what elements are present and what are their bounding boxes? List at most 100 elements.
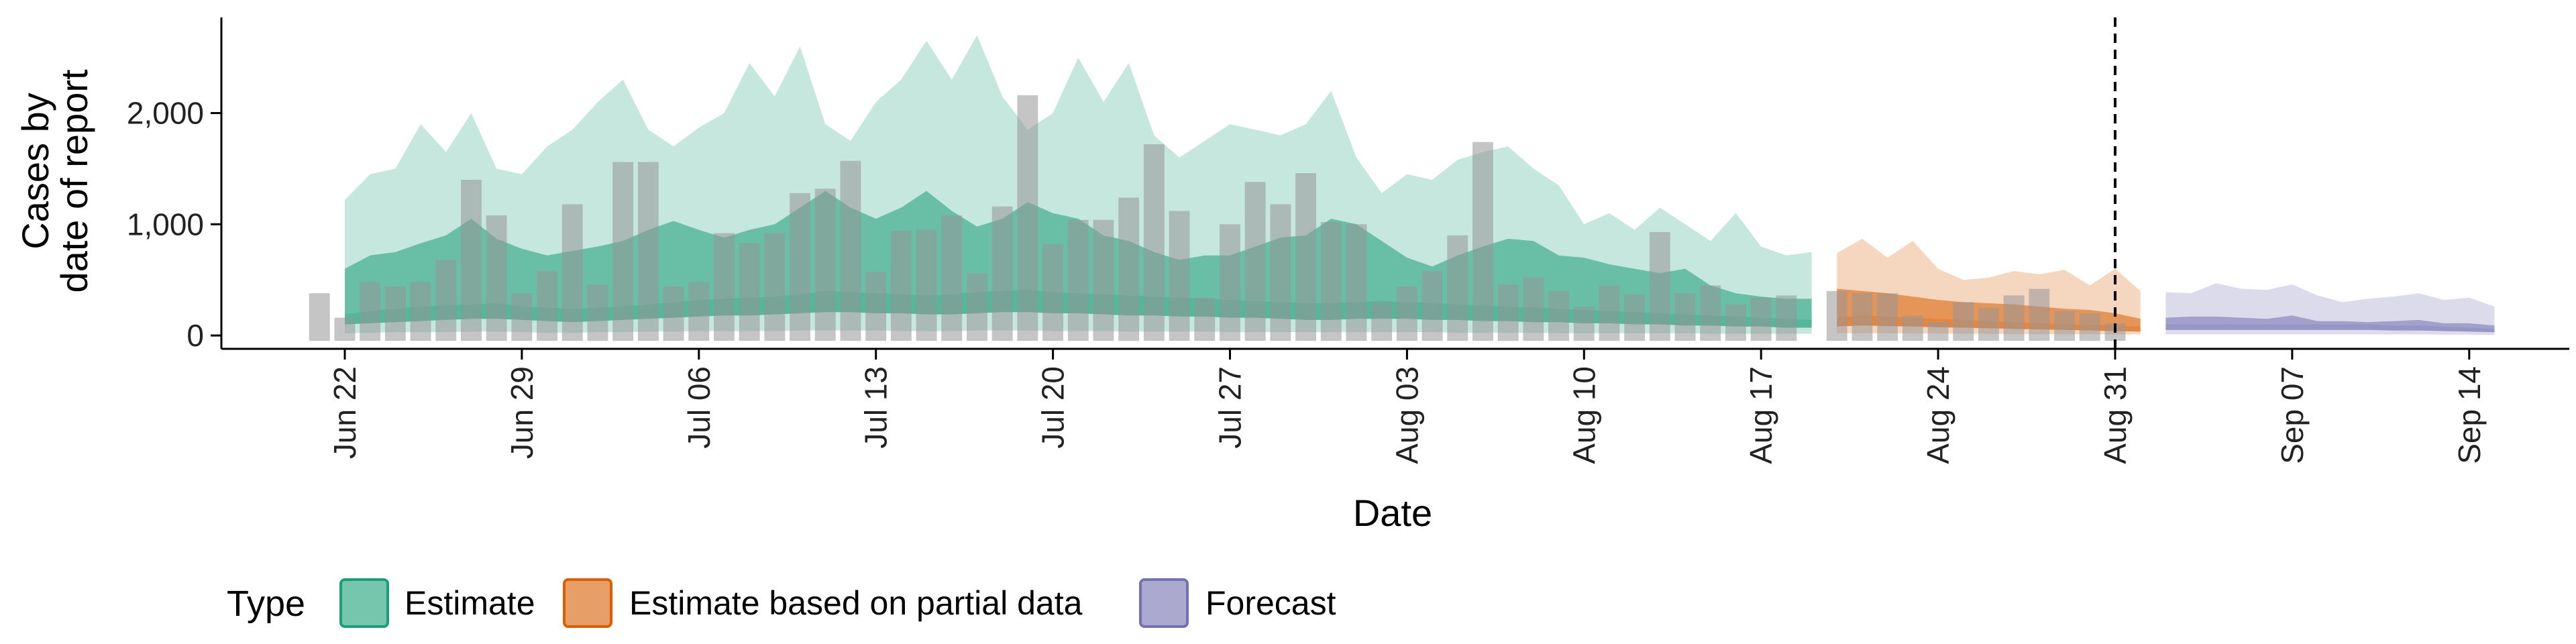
- bar-reported-cases: [1497, 284, 1519, 341]
- bar-reported-cases: [941, 215, 963, 341]
- bar-reported-cases: [1421, 271, 1443, 341]
- x-tick-label: Sep 14: [2452, 366, 2487, 464]
- bar-reported-cases: [2003, 295, 2025, 341]
- bar-reported-cases: [764, 233, 786, 341]
- bar-reported-cases: [334, 317, 356, 341]
- bar-reported-cases: [1042, 244, 1063, 341]
- x-tick-label: Aug 17: [1743, 366, 1778, 464]
- bar-reported-cases: [1826, 290, 1847, 341]
- bar-reported-cases: [840, 160, 861, 341]
- bar-reported-cases: [1978, 307, 1999, 341]
- bar-reported-cases: [1902, 315, 1923, 341]
- bar-reported-cases: [384, 286, 406, 341]
- bar-reported-cases: [1371, 302, 1393, 341]
- legend-label-forecast: Forecast: [1205, 584, 1336, 622]
- bar-reported-cases: [714, 233, 735, 341]
- bar-reported-cases: [916, 229, 937, 341]
- bar-reported-cases: [814, 189, 836, 341]
- bar-reported-cases: [486, 215, 507, 341]
- x-tick-label: Jul 13: [859, 366, 894, 449]
- bar-reported-cases: [1169, 211, 1190, 341]
- bar-reported-cases: [865, 272, 887, 341]
- bar-reported-cases: [1093, 219, 1114, 341]
- bar-reported-cases: [561, 204, 583, 341]
- x-ticks-group: Jun 22 Jun 29 Jul 06 Jul 13 Jul 20 Jul 27 Aug …: [327, 349, 2487, 464]
- bar-reported-cases: [637, 162, 659, 341]
- legend-label-estimate: Estimate: [405, 584, 535, 622]
- bar-reported-cases: [1447, 235, 1468, 341]
- bar-reported-cases: [1143, 144, 1165, 341]
- x-tick-label: Jun 22: [327, 366, 362, 459]
- x-tick-label: Aug 03: [1389, 366, 1424, 464]
- bar-reported-cases: [991, 206, 1013, 341]
- bar-reported-cases: [435, 260, 457, 341]
- legend-key-partial: [563, 578, 612, 628]
- bar-reported-cases: [1017, 95, 1038, 341]
- x-tick-label: Aug 10: [1566, 366, 1601, 464]
- bar-reported-cases: [1851, 293, 1873, 341]
- ribbon-inner-forecast: [2165, 315, 2495, 333]
- bar-reported-cases: [1573, 307, 1595, 341]
- legend: Type Estimate Estimate based on partial …: [227, 578, 1336, 628]
- bar-reported-cases: [612, 162, 634, 341]
- bar-reported-cases: [1649, 231, 1670, 341]
- bar-reported-cases: [1725, 304, 1746, 341]
- bar-reported-cases: [1270, 204, 1291, 341]
- bar-reported-cases: [1346, 224, 1367, 341]
- bar-reported-cases: [537, 271, 557, 341]
- bar-reported-cases: [967, 273, 987, 341]
- bar-reported-cases: [1118, 197, 1140, 341]
- bar-reported-cases: [1220, 224, 1240, 341]
- legend-label-partial: Estimate based on partial data: [629, 584, 1083, 622]
- bar-reported-cases: [890, 231, 912, 341]
- bar-reported-cases: [663, 286, 684, 341]
- legend-key-forecast: [1139, 578, 1189, 628]
- bar-reported-cases: [739, 243, 760, 341]
- bar-reported-cases: [410, 282, 431, 341]
- bar-reported-cases: [1877, 293, 1898, 341]
- bar-reported-cases: [511, 293, 533, 341]
- axes-group: [220, 17, 2569, 350]
- bar-reported-cases: [1320, 222, 1342, 341]
- y-tick-label: 1,000: [127, 207, 204, 241]
- x-tick-label: Jun 29: [504, 366, 539, 459]
- legend-key-estimate: [339, 578, 389, 628]
- bar-reported-cases: [2054, 311, 2075, 341]
- bar-reported-cases: [1776, 295, 1797, 341]
- bar-reported-cases: [2029, 288, 2050, 341]
- bar-reported-cases: [688, 282, 710, 341]
- bar-reported-cases: [1599, 285, 1620, 341]
- y-tick-label: 2,000: [127, 96, 204, 131]
- legend-title: Type: [227, 584, 305, 624]
- x-tick-label: Jul 06: [682, 366, 716, 449]
- bar-reported-cases: [360, 282, 381, 341]
- bars-group: [309, 95, 2126, 341]
- bar-reported-cases: [1953, 302, 1974, 341]
- bar-reported-cases: [1067, 219, 1089, 341]
- bar-reported-cases: [1472, 142, 1493, 341]
- bar-reported-cases: [1548, 290, 1569, 341]
- x-axis-title: Date: [1353, 492, 1432, 534]
- bar-reported-cases: [461, 180, 482, 341]
- x-tick-label: Jul 27: [1213, 366, 1248, 449]
- y-tick-label: 0: [186, 318, 204, 353]
- ribbon-median-forecast: [2165, 324, 2495, 333]
- bar-reported-cases: [1674, 293, 1696, 341]
- bar-reported-cases: [1295, 173, 1316, 341]
- y-axis-title-line-2: date of report: [53, 69, 95, 293]
- bar-reported-cases: [1194, 297, 1216, 341]
- bar-reported-cases: [2079, 313, 2100, 341]
- y-axis-title-line-1: Cases by: [14, 93, 56, 249]
- bar-reported-cases: [1244, 182, 1266, 341]
- x-tick-label: Aug 31: [2098, 366, 2133, 464]
- x-tick-label: Sep 07: [2275, 366, 2310, 464]
- bar-reported-cases: [309, 293, 330, 341]
- bar-reported-cases: [1396, 286, 1417, 341]
- x-tick-label: Jul 20: [1036, 366, 1071, 449]
- bar-reported-cases: [1700, 285, 1721, 341]
- bar-reported-cases: [790, 193, 810, 341]
- bar-reported-cases: [1927, 322, 1949, 341]
- bar-reported-cases: [587, 284, 608, 341]
- y-ticks-group: 0 1,000 2,000: [127, 96, 221, 353]
